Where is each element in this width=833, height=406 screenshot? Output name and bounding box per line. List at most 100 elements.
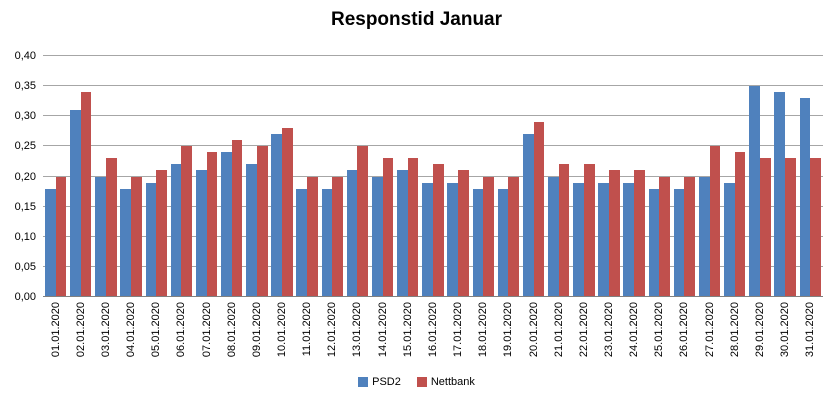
x-tick-cell: 22.01.2020 — [571, 302, 596, 374]
bar-nettbank — [609, 170, 620, 297]
y-tick-label: 0,10 — [14, 230, 36, 243]
bar-group — [446, 56, 471, 297]
bar-nettbank — [659, 176, 671, 297]
x-tick-cell: 19.01.2020 — [496, 302, 521, 374]
bar-psd2 — [799, 98, 811, 297]
legend-swatch-nettbank-icon — [416, 377, 427, 387]
bar-nettbank — [231, 140, 243, 297]
y-tick-label: 0,30 — [14, 110, 36, 123]
y-tick-label: 0,00 — [14, 291, 36, 303]
x-tick-label: 20.01.2020 — [527, 302, 540, 358]
bar-group — [571, 56, 596, 297]
x-tick-label: 17.01.2020 — [452, 302, 465, 358]
x-tick-label: 28.01.2020 — [728, 302, 741, 358]
bar-group — [345, 56, 370, 297]
x-tick-label: 08.01.2020 — [225, 302, 238, 358]
bar-group — [118, 56, 143, 297]
x-tick-label: 21.01.2020 — [552, 302, 565, 358]
x-tick-cell: 11.01.2020 — [295, 302, 320, 374]
bar-psd2 — [346, 170, 358, 297]
gridline — [43, 115, 823, 117]
x-tick-cell: 10.01.2020 — [269, 302, 294, 374]
bar-nettbank — [684, 176, 696, 297]
x-tick-label: 31.01.2020 — [804, 302, 817, 358]
bar-group — [521, 56, 546, 297]
x-tick-label: 30.01.2020 — [779, 302, 792, 358]
bar-psd2 — [472, 188, 484, 297]
x-tick-cell: 12.01.2020 — [320, 302, 345, 374]
bar-nettbank — [256, 146, 268, 297]
bar-nettbank — [583, 164, 595, 297]
bar-nettbank — [734, 152, 746, 297]
x-tick-cell: 03.01.2020 — [93, 302, 118, 374]
bar-psd2 — [246, 164, 257, 297]
y-tick-label: 0,35 — [14, 80, 36, 93]
bar-nettbank — [533, 122, 545, 297]
gridline — [43, 85, 823, 87]
y-tick-label: 0,20 — [14, 170, 36, 183]
bar-psd2 — [724, 182, 735, 297]
bar-nettbank — [558, 164, 570, 297]
legend-label-psd2: PSD2 — [372, 376, 401, 388]
bar-nettbank — [105, 158, 117, 297]
bar-psd2 — [170, 164, 182, 297]
x-tick-cell: 26.01.2020 — [672, 302, 697, 374]
bar-nettbank — [759, 158, 771, 297]
x-tick-cell: 13.01.2020 — [345, 302, 370, 374]
bar-group — [43, 56, 68, 297]
legend-swatch-psd2-icon — [358, 377, 369, 387]
bar-psd2 — [522, 134, 534, 297]
x-axis: 01.01.2020 02.01.2020 03.01.2020 04.01.2020… — [43, 302, 823, 374]
bar-psd2 — [195, 170, 207, 297]
x-tick-cell: 14.01.2020 — [370, 302, 395, 374]
bar-group — [370, 56, 395, 297]
bar-group — [647, 56, 672, 297]
x-tick-label: 27.01.2020 — [703, 302, 716, 358]
bar-group — [93, 56, 118, 297]
x-tick-label: 03.01.2020 — [99, 302, 112, 358]
bar-nettbank — [483, 176, 494, 297]
bar-psd2 — [623, 182, 635, 297]
bar-psd2 — [648, 188, 660, 297]
bar-psd2 — [422, 182, 433, 297]
gridline — [43, 145, 823, 147]
bar-psd2 — [271, 134, 282, 297]
x-tick-cell: 18.01.2020 — [471, 302, 496, 374]
y-tick-label: 0,25 — [14, 140, 36, 153]
legend-label-nettbank: Nettbank — [430, 376, 475, 388]
x-tick-label: 14.01.2020 — [376, 302, 389, 358]
bar-series-area — [43, 56, 823, 297]
bar-psd2 — [447, 182, 459, 297]
x-tick-cell: 21.01.2020 — [546, 302, 571, 374]
x-tick-label: 19.01.2020 — [502, 302, 515, 358]
bar-group — [722, 56, 747, 297]
x-tick-cell: 24.01.2020 — [622, 302, 647, 374]
bar-group — [144, 56, 169, 297]
bar-group — [672, 56, 697, 297]
bar-psd2 — [70, 110, 81, 297]
bar-group — [219, 56, 244, 297]
y-tick-label: 0,15 — [14, 200, 36, 213]
bar-psd2 — [220, 152, 232, 297]
chart-title: Responstid Januar — [330, 9, 503, 30]
bar-psd2 — [120, 188, 132, 297]
bar-nettbank — [55, 176, 67, 297]
bar-nettbank — [634, 170, 645, 297]
bar-group — [496, 56, 521, 297]
x-tick-cell: 27.01.2020 — [697, 302, 722, 374]
bar-psd2 — [774, 92, 786, 297]
bar-group — [320, 56, 345, 297]
x-tick-cell: 20.01.2020 — [521, 302, 546, 374]
bar-group — [596, 56, 621, 297]
x-tick-cell: 04.01.2020 — [118, 302, 143, 374]
bar-nettbank — [785, 158, 796, 297]
x-tick-label: 29.01.2020 — [753, 302, 766, 358]
bar-psd2 — [698, 176, 710, 297]
x-tick-label: 09.01.2020 — [250, 302, 263, 358]
bar-psd2 — [44, 188, 56, 297]
bar-nettbank — [80, 92, 92, 297]
x-tick-label: 06.01.2020 — [175, 302, 188, 358]
x-tick-label: 24.01.2020 — [628, 302, 641, 358]
y-tick-label: 0,05 — [14, 260, 36, 273]
bar-nettbank — [458, 170, 469, 297]
